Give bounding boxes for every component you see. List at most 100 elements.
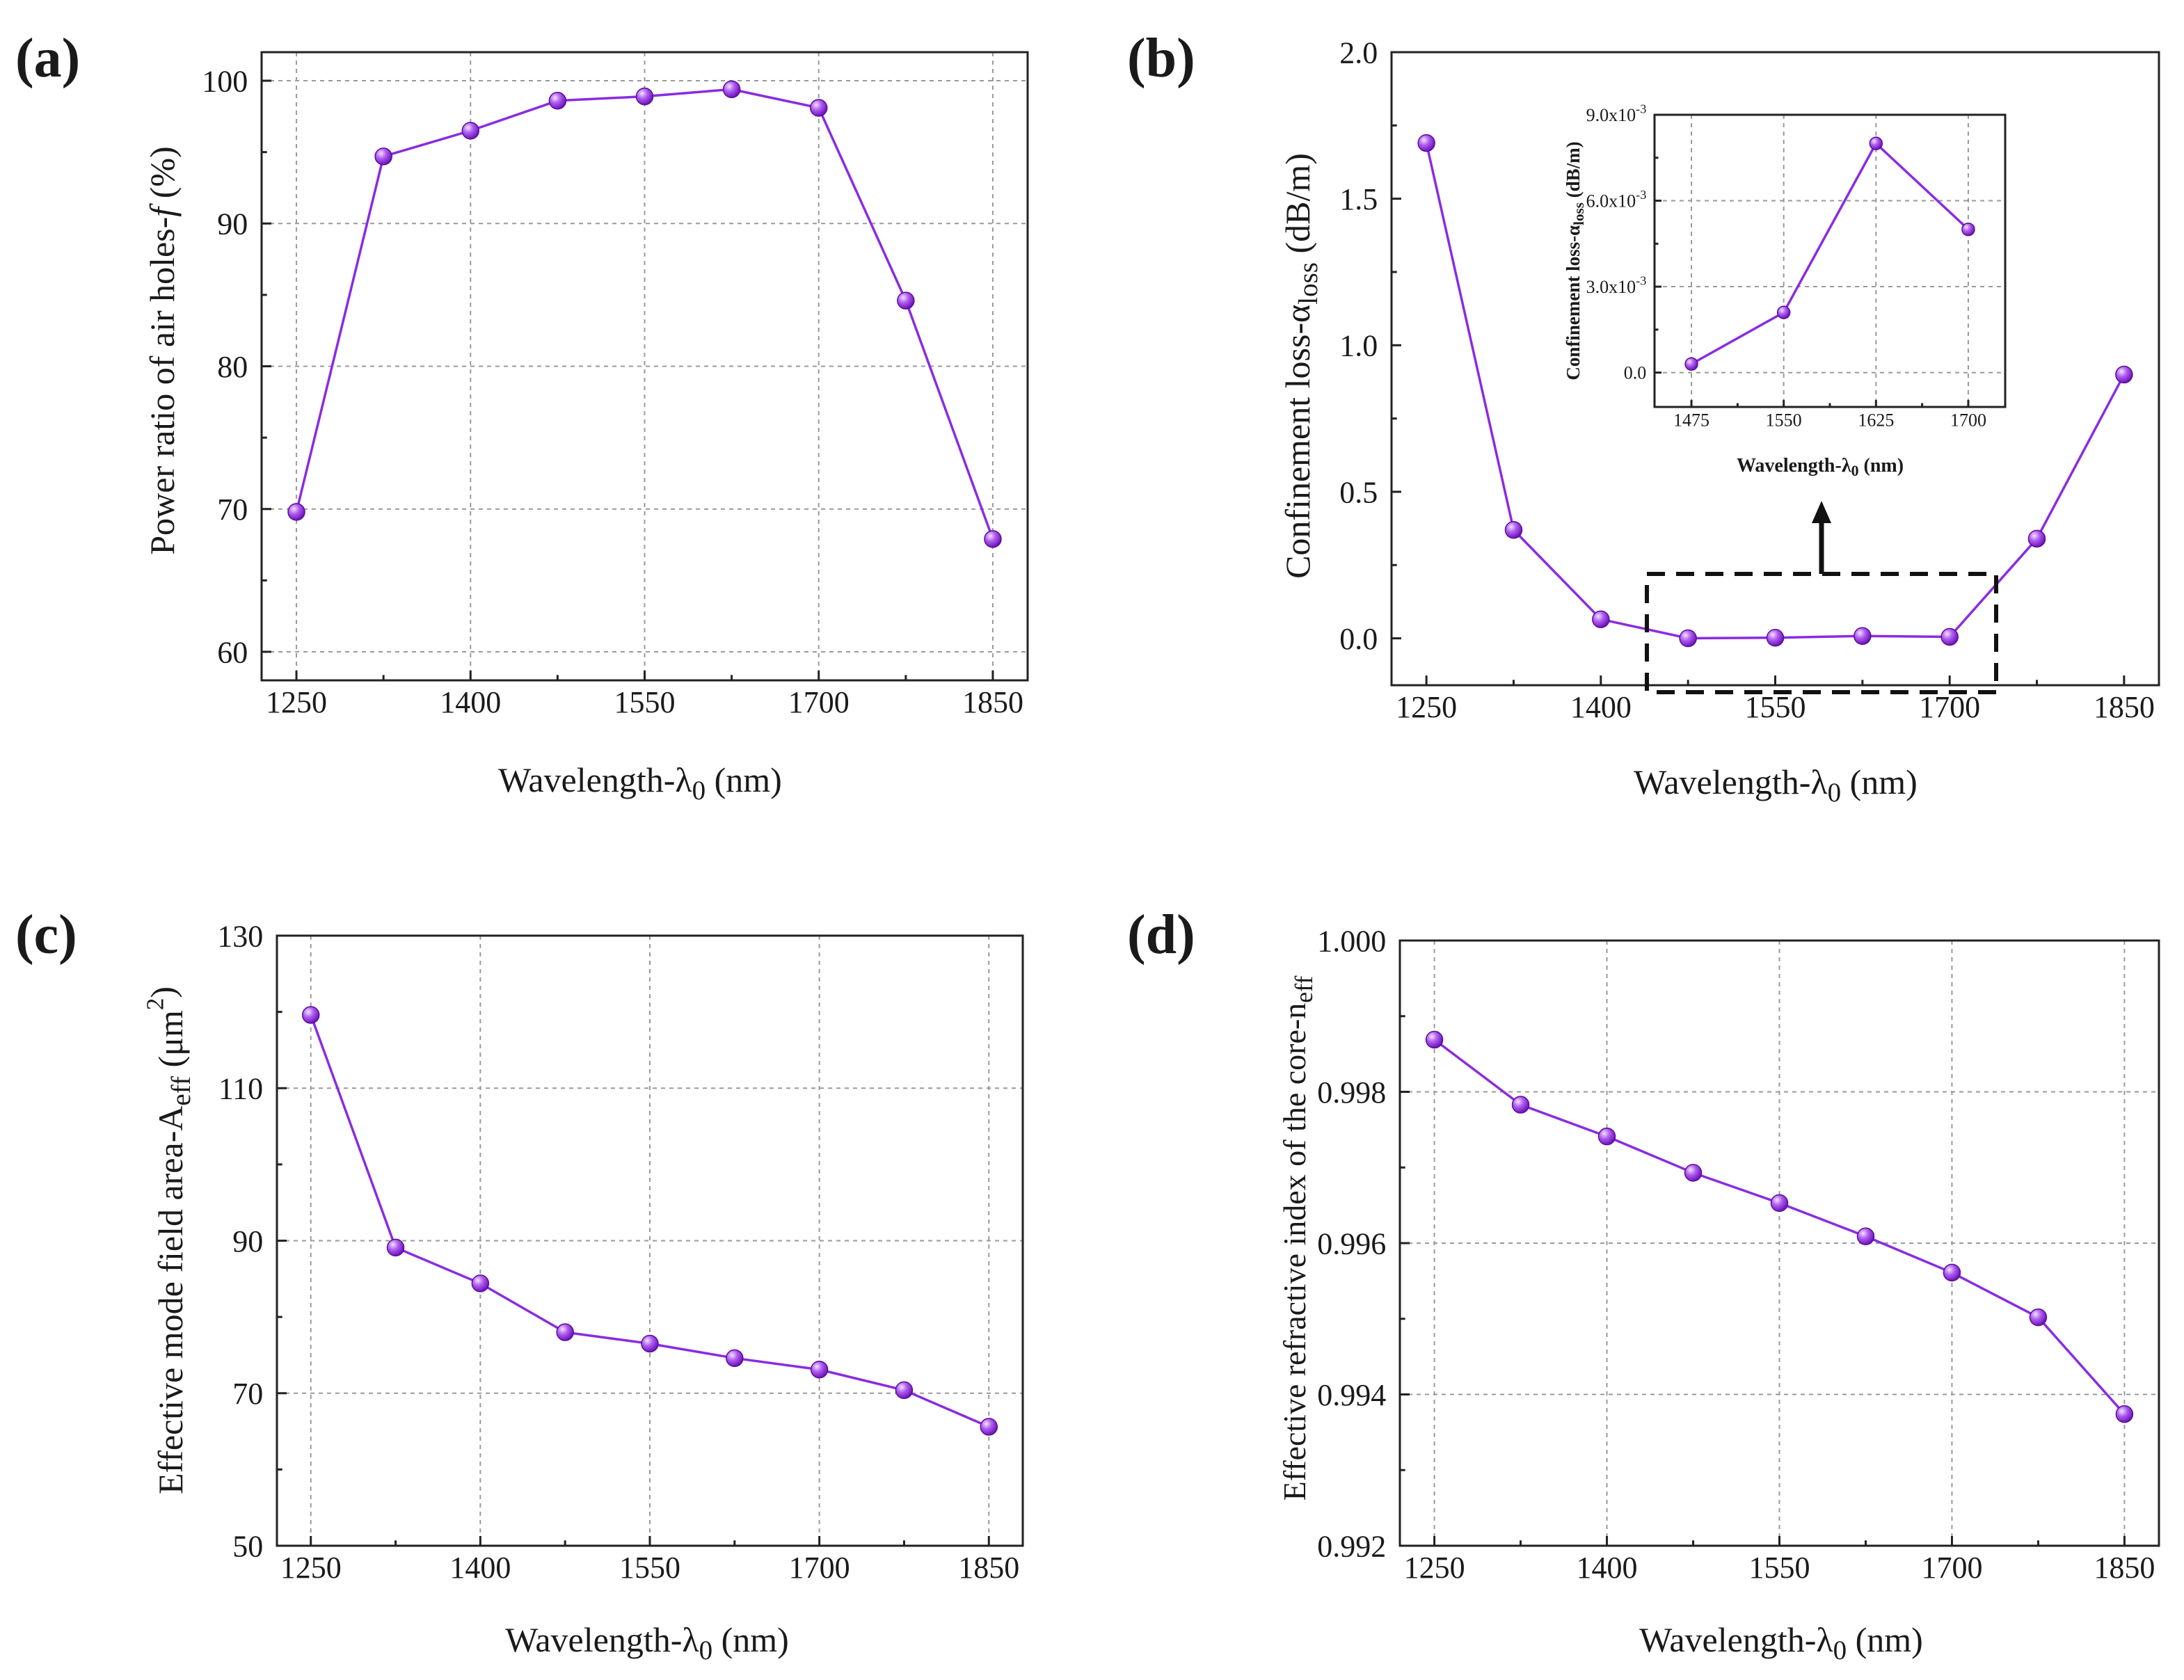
x-tick-label: 1850 xyxy=(2094,1551,2155,1585)
panel-label-a: (a) xyxy=(15,28,80,89)
x-tick-label: 1700 xyxy=(789,1551,850,1585)
data-point xyxy=(287,503,305,521)
data-point xyxy=(980,1418,998,1436)
data-point xyxy=(1856,1227,1875,1245)
x-tick-label: 1400 xyxy=(1570,690,1632,724)
x-tick-label: 1250 xyxy=(1396,690,1457,724)
x-tick-label: 1700 xyxy=(1950,410,1986,430)
y-axis-label-c: Effective mode field area-Aeff (μm2) xyxy=(142,986,197,1494)
series-line xyxy=(1691,141,1970,365)
data-point xyxy=(374,147,392,166)
x-tick-label: 1250 xyxy=(1404,1551,1465,1585)
axes-frame xyxy=(1653,113,2007,408)
y-tick-label: 90 xyxy=(232,1224,263,1258)
data-point xyxy=(556,1323,574,1341)
x-tick-label: 1850 xyxy=(2094,690,2155,724)
panel-d: (d) Effective refractive index of the co… xyxy=(1127,904,1923,1665)
data-point xyxy=(895,1381,914,1400)
data-point xyxy=(471,1274,490,1293)
inset-y-axis-label-b: Confinement loss-αloss (dB/m) xyxy=(1563,141,1587,380)
y-tick-label: 1.000 xyxy=(1317,924,1386,958)
data-point xyxy=(635,87,654,106)
x-axis-label-b: Wavelength-λ0 (nm) xyxy=(1634,762,1918,808)
x-tick-label: 1850 xyxy=(962,685,1023,719)
zoom-arrow-head xyxy=(1812,501,1831,523)
data-point xyxy=(548,92,567,110)
y-tick-label: 70 xyxy=(232,1377,263,1411)
plot-c: 1250 1400 1550 1700 1850 50 70 90 110 130 xyxy=(217,919,1024,1585)
panel-b: (b) Confinement loss-αloss (dB/m) Wavele… xyxy=(1127,28,1918,808)
plot-b-inset: 1475 1550 1625 1700 0.0 3.0x10-3 6.0x10-3 9.0x1… xyxy=(1586,102,2007,430)
y-tick-label: 6.0x10-3 xyxy=(1586,188,1647,211)
data-point xyxy=(1511,1096,1530,1114)
plot-a: 1250 1400 1550 1700 1850 60 70 80 90 100 xyxy=(202,51,1029,719)
data-point xyxy=(809,99,828,117)
data-point xyxy=(1684,1164,1703,1182)
data-point xyxy=(810,1361,829,1379)
series-line xyxy=(1425,143,2126,640)
x-tick-label: 1850 xyxy=(958,1551,1019,1585)
data-point xyxy=(726,1349,744,1368)
data-point xyxy=(1943,1263,1961,1282)
y-axis-label-d: Effective refractive index of the core-n… xyxy=(1277,976,1318,1501)
data-point xyxy=(1592,610,1610,628)
data-point xyxy=(386,1238,405,1257)
inset-x-axis-label-b: Wavelength-λ0 (nm) xyxy=(1737,455,1904,479)
plot-b: 1250 1400 1550 1700 1850 0.0 0.5 1.0 1.5 2.0 xyxy=(1339,35,2160,724)
y-tick-label: 0.994 xyxy=(1317,1378,1386,1412)
data-point xyxy=(1684,357,1698,371)
data-point xyxy=(1766,628,1785,647)
panel-label-c: (c) xyxy=(15,904,77,966)
data-point xyxy=(984,530,1002,548)
panel-label-d: (d) xyxy=(1127,904,1195,966)
x-tick-label: 1700 xyxy=(1919,690,1980,724)
x-tick-label: 1550 xyxy=(1745,690,1806,724)
y-tick-label: 90 xyxy=(217,207,248,241)
data-point xyxy=(2115,365,2133,384)
data-point xyxy=(1776,305,1791,319)
y-tick-label: 130 xyxy=(217,919,263,953)
axes-frame xyxy=(1390,51,2160,687)
zoom-annotation xyxy=(1645,501,1998,694)
panel-a: (a) Power ratio of air holes-f (%) Wavel… xyxy=(15,28,782,806)
panel-label-b: (b) xyxy=(1127,28,1195,89)
data-point xyxy=(641,1334,659,1353)
y-tick-label: 0.992 xyxy=(1317,1529,1386,1563)
y-tick-label: 50 xyxy=(232,1529,263,1563)
data-point xyxy=(1597,1127,1616,1146)
y-tick-label: 80 xyxy=(217,350,248,384)
y-tick-label: 60 xyxy=(217,635,248,669)
x-tick-label: 1700 xyxy=(1921,1551,1982,1585)
data-point xyxy=(2029,1308,2048,1327)
x-tick-label: 1250 xyxy=(280,1551,342,1585)
x-tick-label: 1400 xyxy=(449,1551,511,1585)
x-tick-label: 1550 xyxy=(1766,410,1802,430)
x-tick-label: 1550 xyxy=(614,685,676,719)
y-axis-label-a: Power ratio of air holes-f (%) xyxy=(143,146,182,554)
x-axis-label-c: Wavelength-λ0 (nm) xyxy=(505,1620,789,1665)
y-tick-label: 0.0 xyxy=(1339,622,1378,656)
y-tick-label: 100 xyxy=(202,64,248,98)
data-point xyxy=(1940,627,1959,646)
x-tick-label: 1475 xyxy=(1673,410,1709,430)
x-tick-label: 1550 xyxy=(619,1551,680,1585)
data-point xyxy=(1417,134,1435,152)
y-tick-label: 0.0 xyxy=(1624,363,1647,383)
y-tick-label: 110 xyxy=(218,1072,263,1106)
x-axis-label-d: Wavelength-λ0 (nm) xyxy=(1639,1620,1923,1665)
y-axis-label-b: Confinement loss-αloss (dB/m) xyxy=(1278,153,1323,579)
x-tick-label: 1400 xyxy=(440,685,501,719)
data-point xyxy=(2115,1405,2134,1423)
data-point xyxy=(301,1006,320,1024)
y-tick-label: 2.0 xyxy=(1339,35,1378,70)
y-tick-label: 70 xyxy=(217,493,248,527)
data-point xyxy=(1869,136,1883,150)
x-tick-label: 1250 xyxy=(266,685,327,719)
data-point xyxy=(1679,629,1697,648)
y-tick-label: 9.0x10-3 xyxy=(1586,102,1647,125)
data-point xyxy=(897,291,915,310)
y-tick-label: 1.5 xyxy=(1339,182,1378,216)
x-tick-label: 1400 xyxy=(1577,1551,1638,1585)
y-tick-label: 1.0 xyxy=(1339,329,1378,363)
x-tick-label: 1550 xyxy=(1749,1551,1810,1585)
